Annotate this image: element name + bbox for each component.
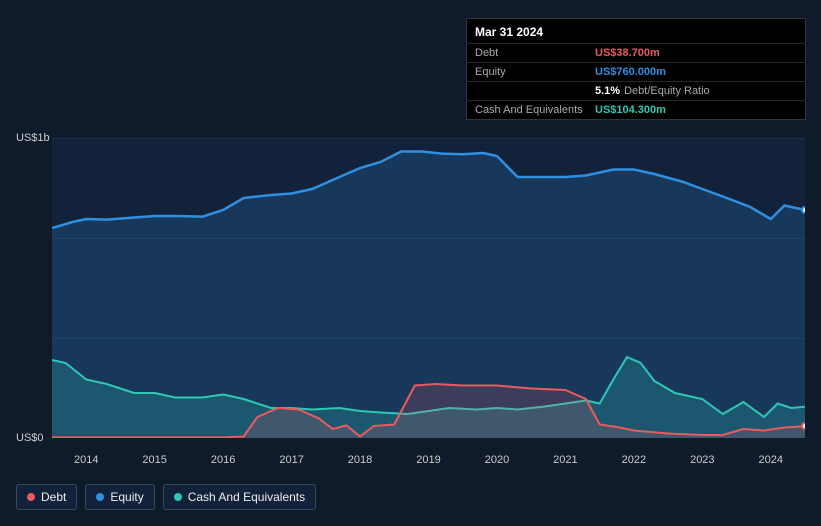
- debt-equity-chart: US$1bUS$0 201420152016201720182019202020…: [16, 120, 805, 468]
- series-marker: [801, 422, 805, 430]
- tooltip-date: Mar 31 2024: [467, 19, 805, 43]
- chart-series: [52, 138, 805, 438]
- legend-swatch: [27, 493, 35, 501]
- chart-x-axis: 2014 2015 2016 2017 2018 2019 2020 2021 2022 2023…: [52, 448, 805, 468]
- tooltip-row-label: Equity: [475, 66, 595, 78]
- legend-item-cash[interactable]: Cash And Equivalents: [163, 484, 316, 510]
- legend-item-equity[interactable]: Equity: [85, 484, 154, 510]
- x-axis-tick: 2014: [74, 454, 98, 466]
- legend-item-debt[interactable]: Debt: [16, 484, 77, 510]
- x-axis-tick: 2024: [759, 454, 783, 466]
- tooltip-row-value: US$760.000m: [595, 66, 666, 78]
- x-axis-tick: 2016: [211, 454, 235, 466]
- tooltip-row-value: US$104.300m: [595, 104, 666, 116]
- chart-legend: Debt Equity Cash And Equivalents: [16, 484, 316, 510]
- y-axis-tick: US$0: [16, 432, 44, 444]
- chart-tooltip: Mar 31 2024 DebtUS$38.700mEquityUS$760.0…: [466, 18, 806, 120]
- x-axis-tick: 2015: [142, 454, 166, 466]
- x-axis-tick: 2020: [485, 454, 509, 466]
- x-axis-tick: 2017: [279, 454, 303, 466]
- chart-plot-area[interactable]: [52, 138, 805, 438]
- legend-label: Debt: [41, 490, 66, 504]
- x-axis-tick: 2021: [553, 454, 577, 466]
- legend-swatch: [96, 493, 104, 501]
- x-axis-tick: 2018: [348, 454, 372, 466]
- legend-label: Equity: [110, 490, 143, 504]
- x-axis-tick: 2019: [416, 454, 440, 466]
- tooltip-row-value: US$38.700m: [595, 47, 660, 59]
- series-marker: [801, 206, 805, 214]
- x-axis-tick: 2023: [690, 454, 714, 466]
- tooltip-row: EquityUS$760.000m: [467, 62, 805, 81]
- tooltip-row-label: [475, 85, 595, 97]
- x-axis-tick: 2022: [622, 454, 646, 466]
- tooltip-row-value: 5.1%Debt/Equity Ratio: [595, 85, 710, 97]
- tooltip-row: Cash And EquivalentsUS$104.300m: [467, 100, 805, 119]
- legend-label: Cash And Equivalents: [188, 490, 305, 504]
- tooltip-row-label: Cash And Equivalents: [475, 104, 595, 116]
- legend-swatch: [174, 493, 182, 501]
- y-axis-tick: US$1b: [16, 132, 50, 144]
- tooltip-row-label: Debt: [475, 47, 595, 59]
- tooltip-row: DebtUS$38.700m: [467, 43, 805, 62]
- tooltip-row: 5.1%Debt/Equity Ratio: [467, 81, 805, 100]
